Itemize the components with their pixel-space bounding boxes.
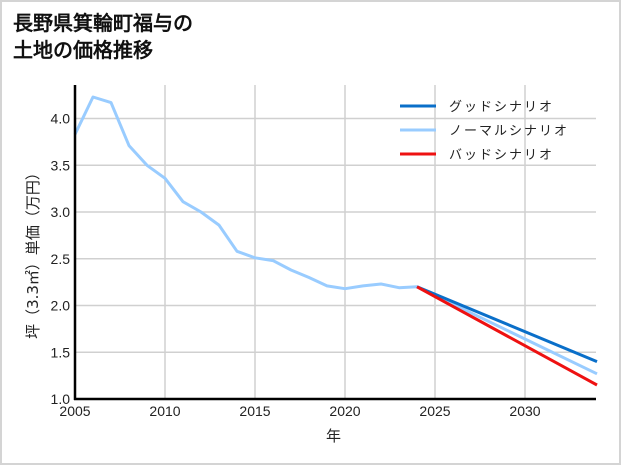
series-line xyxy=(416,285,598,363)
title-line-2: 土地の価格推移 xyxy=(13,38,153,62)
y-axis-label: 坪（3.3㎡）単価（万円） xyxy=(24,165,42,339)
y-tick-label: 3.0 xyxy=(51,204,71,220)
chart-title: 長野県箕輪町福与の 土地の価格推移 xyxy=(13,10,193,64)
x-tick-label: 2005 xyxy=(59,403,90,419)
tick-labels: 1.0 1.5 2.0 2.5 3.0 3.5 4.0 2005 2010 2015 2020 202… xyxy=(51,111,541,420)
axes xyxy=(73,85,596,401)
y-tick-label: 3.5 xyxy=(51,157,71,173)
x-tick-label: 2025 xyxy=(419,403,450,419)
legend-label: バッドシナリオ xyxy=(449,148,554,163)
legend-label: グッドシナリオ xyxy=(449,100,554,115)
y-tick-label: 2.0 xyxy=(51,298,71,314)
series-line xyxy=(73,95,598,376)
grid-lines xyxy=(75,85,596,399)
y-tick-label: 4.0 xyxy=(51,111,71,127)
series-line xyxy=(416,285,598,387)
x-axis-label: 年 xyxy=(326,427,341,445)
x-tick-label: 2010 xyxy=(149,403,180,419)
legend-label: ノーマルシナリオ xyxy=(449,124,569,139)
x-tick-label: 2020 xyxy=(329,403,360,419)
y-tick-label: 2.5 xyxy=(51,251,71,267)
title-line-1: 長野県箕輪町福与の xyxy=(13,11,193,35)
x-tick-label: 2030 xyxy=(509,403,540,419)
y-tick-label: 1.0 xyxy=(51,391,71,407)
y-tick-label: 1.5 xyxy=(51,344,71,360)
x-tick-label: 2015 xyxy=(239,403,270,419)
series-lines xyxy=(73,95,598,387)
